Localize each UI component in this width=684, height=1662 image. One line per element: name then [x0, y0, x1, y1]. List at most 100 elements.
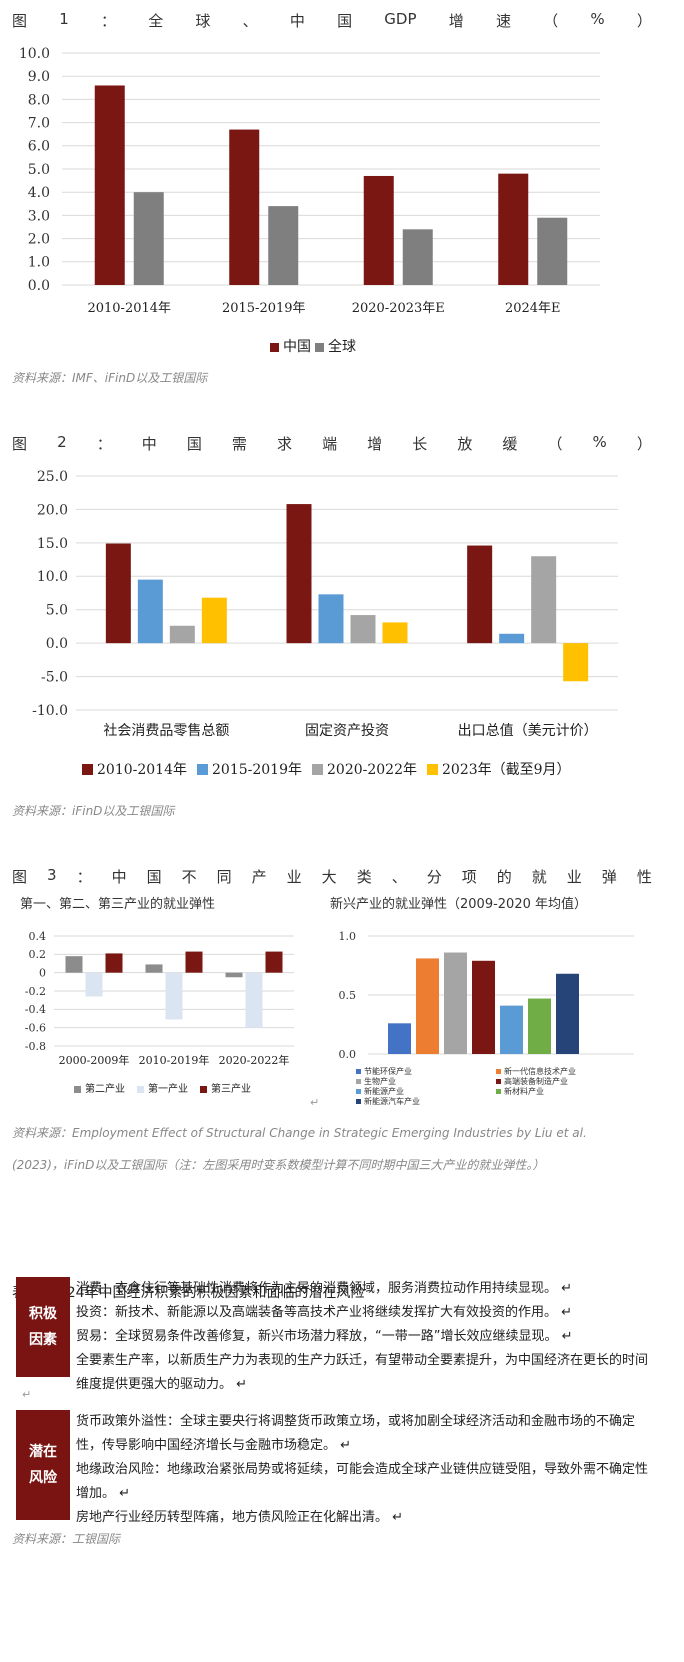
positive-factors-list: 消费：衣食住行等基础性消费将作为主导的消费领域，服务消费拉动作用持续显现。 ↵ 投…: [76, 1277, 656, 1397]
bar-0: [94, 85, 125, 285]
title-char: 2: [57, 433, 67, 451]
title-char: 图: [12, 868, 28, 886]
title-char: 大: [321, 868, 337, 886]
title-char: 性: [636, 868, 652, 886]
y-tick-label: 2.0: [28, 232, 50, 248]
legend-label: 2010-2014年: [97, 762, 187, 778]
legend-label: 新材料产业: [504, 1086, 544, 1096]
x-category-label: 2024年E: [505, 301, 561, 316]
positive-factors-label: 积极因素: [16, 1277, 70, 1377]
x-category-label: 出口总值（美元计价）: [458, 723, 598, 739]
y-tick-label: 0.0: [339, 1048, 357, 1061]
title-char: 、: [391, 868, 407, 886]
legend-swatch: [496, 1089, 501, 1094]
y-tick-label: 9.0: [28, 69, 50, 85]
y-tick-label: -0.8: [25, 1040, 46, 1053]
title-char: 球: [195, 12, 211, 30]
bar-0: [286, 504, 312, 644]
title-char: ：: [96, 435, 112, 453]
table1-source: 资料来源：工银国际: [12, 1532, 121, 1546]
legend-label: 第一产业: [148, 1082, 188, 1095]
y-tick-label: -5.0: [41, 669, 68, 685]
x-category-label: 固定资产投资: [305, 723, 389, 739]
bar-0: [229, 129, 260, 285]
title-char: 中: [141, 435, 157, 453]
legend-swatch: [356, 1099, 361, 1104]
bar-0: [363, 175, 394, 285]
table-item: 贸易：全球贸易条件改善修复，新兴市场潜力释放，“一带一路”增长效应继续显现。 ↵: [76, 1329, 573, 1344]
title-char: 3: [47, 866, 57, 884]
title-char: 放: [457, 435, 473, 453]
bar: [444, 952, 467, 1054]
legend-swatch: [315, 343, 324, 352]
y-tick-label: 0: [39, 967, 46, 980]
title-char: 增: [448, 12, 464, 30]
bar-2: [350, 615, 376, 644]
title-char: （: [547, 435, 563, 453]
title-char: 就: [531, 868, 547, 886]
bar-0: [225, 972, 243, 978]
bar-1: [165, 972, 183, 1020]
y-tick-label: -0.6: [25, 1022, 46, 1035]
title-char: 长: [412, 435, 428, 453]
legend-swatch: [137, 1086, 144, 1093]
y-tick-label: 3.0: [28, 208, 50, 224]
fig2-chart: -10.0 -5.0 0.0 5.0 10.0 15.0 20.0 25.0 社会消费品零售总额…: [32, 469, 618, 778]
x-category-label: 2015-2019年: [222, 301, 306, 316]
y-tick-label: 0.4: [29, 930, 47, 943]
title-char: 同: [216, 868, 232, 886]
bar: [388, 1023, 411, 1054]
fig3-left-chart: -0.8 -0.6 -0.4 -0.2 0 0.2 0.4 2000-2009年 2010-20…: [25, 930, 294, 1095]
title-char: 、: [242, 12, 258, 30]
title-char: 中: [111, 868, 127, 886]
y-tick-label: 5.0: [28, 162, 50, 178]
title-char: 分: [426, 868, 442, 886]
bar-1: [499, 633, 525, 644]
title-char: 图: [12, 12, 28, 30]
legend-label: 2020-2022年: [327, 762, 417, 778]
bar-0: [498, 173, 529, 285]
y-tick-label: 1.0: [339, 930, 357, 943]
table-item: 货币政策外溢性：全球主要央行将调整货币政策立场，或将加剧全球经济活动和金融市场的…: [76, 1414, 636, 1453]
table-item: 地缘政治风险：地缘政治紧张局势或将延续，可能会造成全球产业链供应链受阻，导致外需…: [76, 1462, 649, 1501]
title-char: 业: [286, 868, 302, 886]
bar-2: [185, 951, 203, 973]
title-char: 需: [231, 435, 247, 453]
title-char: 缓: [502, 435, 518, 453]
y-tick-label: 7.0: [28, 116, 50, 132]
title-char: 1: [59, 10, 69, 28]
legend-swatch: [427, 764, 438, 775]
x-category-label: 社会消费品零售总额: [103, 723, 229, 739]
risk-factors-list: 货币政策外溢性：全球主要央行将调整货币政策立场，或将加剧全球经济活动和金融市场的…: [76, 1410, 656, 1530]
x-category-label: 2020-2022年: [219, 1053, 290, 1067]
y-tick-label: 20.0: [37, 502, 68, 518]
legend-swatch: [74, 1086, 81, 1093]
title-char: （: [543, 12, 559, 30]
legend-label: 高端装备制造产业: [504, 1076, 568, 1086]
bar-1: [137, 579, 163, 644]
bar: [556, 973, 579, 1054]
table1-title: 表1：2024年中国经济积累的积极因素和面临的潜在风险: [12, 1285, 365, 1301]
bar-0: [65, 956, 83, 973]
title-char: 产: [251, 868, 267, 886]
legend-label: 2015-2019年: [212, 762, 302, 778]
legend-swatch: [270, 343, 279, 352]
return-mark: ↵: [22, 1388, 32, 1401]
fig3-right-caption: 新兴产业的就业弹性（2009-2020 年均值）: [330, 897, 587, 912]
title-char: 类: [356, 868, 372, 886]
y-tick-label: 0.0: [28, 278, 50, 294]
title-char: 求: [277, 435, 293, 453]
title-char: 的: [496, 868, 512, 886]
y-tick-label: 0.0: [46, 636, 68, 652]
y-tick-label: 5.0: [46, 603, 68, 619]
title-char: 国: [186, 435, 202, 453]
y-tick-label: 4.0: [28, 185, 50, 201]
fig2-title: 图 2 ： 中 国 需 求 端 增 长 放 缓 （% ）: [12, 433, 652, 454]
title-char: ：: [100, 12, 116, 30]
bar: [416, 958, 439, 1054]
title-char: %: [590, 10, 605, 28]
x-category-label: 2020-2023年E: [352, 301, 445, 316]
bar-3: [382, 622, 408, 644]
y-tick-label: 25.0: [37, 469, 68, 485]
table-item: 房地产行业经历转型阵痛，地方债风险正在化解出清。 ↵: [76, 1510, 404, 1525]
